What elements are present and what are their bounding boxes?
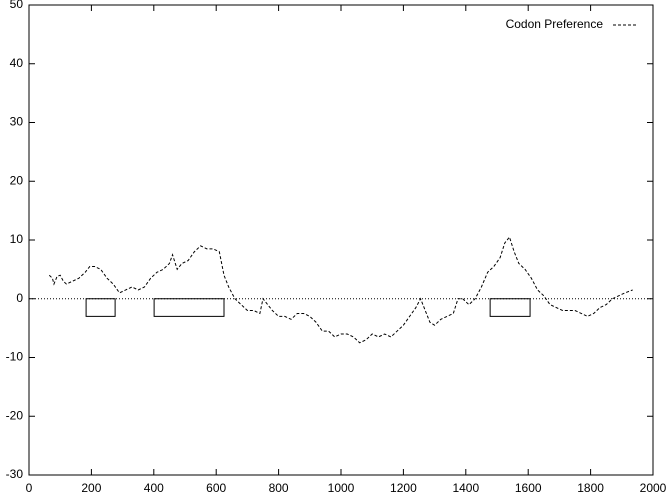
x-tick-label: 1400 (452, 481, 479, 495)
x-tick-label: 200 (81, 481, 101, 495)
y-tick-label: 10 (10, 232, 24, 246)
x-tick-label: 0 (26, 481, 33, 495)
x-tick-label: 600 (206, 481, 226, 495)
region-box (489, 298, 531, 317)
y-tick-label: -20 (6, 408, 24, 422)
legend-label: Codon Preference (506, 17, 604, 31)
plot-frame (28, 4, 654, 476)
x-tick-label: 1600 (515, 481, 542, 495)
region-box (85, 298, 116, 317)
y-tick-label: 30 (10, 115, 24, 129)
region-box (153, 298, 225, 317)
x-tick-label: 800 (269, 481, 289, 495)
y-tick-label: -30 (6, 467, 24, 481)
x-tick-label: 2000 (640, 481, 667, 495)
y-tick-label: -10 (6, 350, 24, 364)
y-tick-label: 20 (10, 173, 24, 187)
x-tick-label: 1800 (577, 481, 604, 495)
x-tick-label: 400 (144, 481, 164, 495)
y-tick-label: 50 (10, 0, 24, 11)
y-tick-label: 40 (10, 56, 24, 70)
x-tick-label: 1200 (390, 481, 417, 495)
y-tick-label: 0 (16, 291, 23, 305)
series-line (48, 236, 633, 344)
x-tick-label: 1000 (328, 481, 355, 495)
